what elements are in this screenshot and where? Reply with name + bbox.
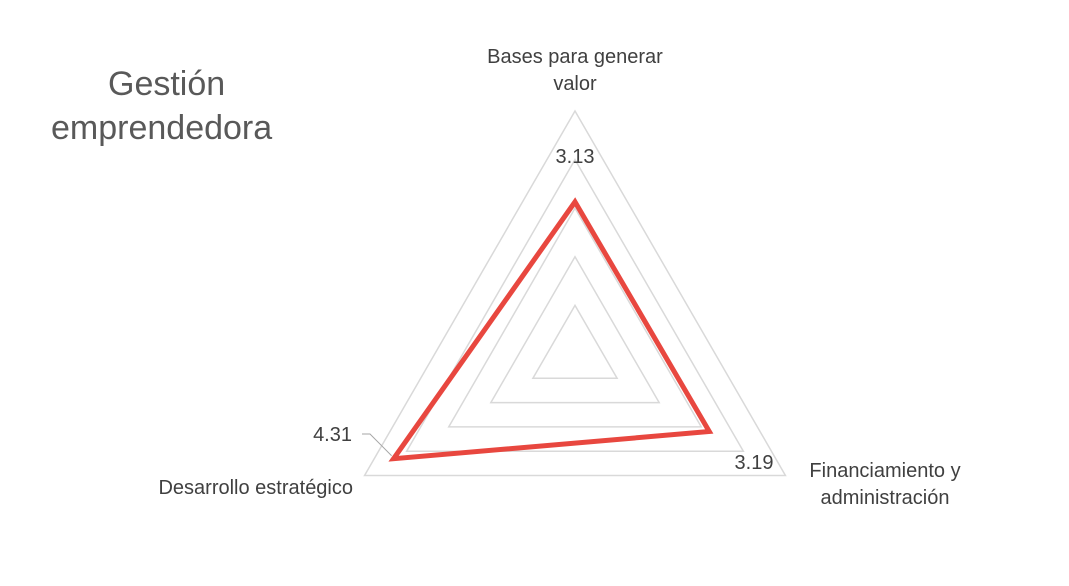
category-label-2-line-2: administración	[821, 487, 950, 509]
grid-ring-1	[531, 303, 619, 380]
grid-ring-4	[405, 158, 745, 452]
data-label-3: 4.31	[313, 424, 352, 446]
category-label-1: Bases para generar valor	[487, 46, 663, 95]
category-label-3: Desarrollo estratégico	[158, 477, 353, 499]
series-layer	[388, 197, 714, 462]
category-label-1-line-2: valor	[553, 73, 597, 95]
category-label-3-line-1: Desarrollo estratégico	[158, 477, 353, 499]
grid-ring-5	[363, 109, 787, 477]
data-label-3-leader-line	[362, 433, 392, 457]
series-line-1	[388, 197, 714, 462]
grid-ring-2	[489, 255, 661, 404]
chart-title-line-2: emprendedora	[51, 109, 272, 147]
category-label-2-line-1: Financiamiento y	[809, 460, 960, 482]
category-label-1-line-1: Bases para generar	[487, 46, 663, 68]
category-label-2: Financiamiento y administración	[809, 460, 960, 509]
labels-layer: Bases para generar valor Financiamiento y a…	[158, 46, 960, 509]
data-label-1: 3.13	[556, 146, 595, 168]
grid-ring-3	[447, 206, 703, 428]
data-label-2: 3.19	[735, 452, 774, 474]
chart-title-line-1: Gestión	[108, 65, 225, 103]
grid-rings	[363, 109, 787, 477]
